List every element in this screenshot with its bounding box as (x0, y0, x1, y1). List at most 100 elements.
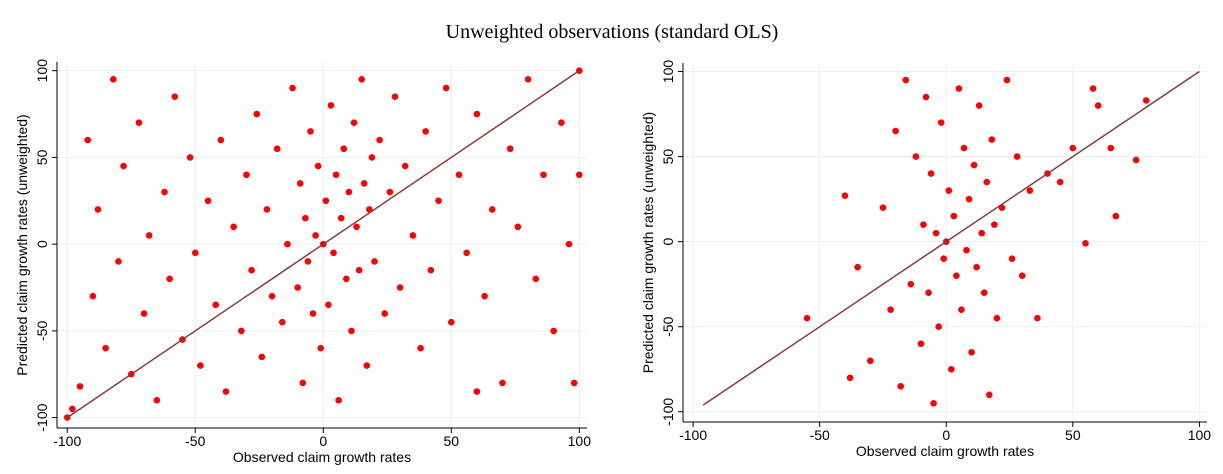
point (368, 154, 376, 161)
point (312, 232, 319, 239)
point (327, 102, 335, 109)
point (1018, 272, 1026, 279)
point (345, 188, 353, 196)
point (932, 229, 940, 237)
point (299, 379, 307, 387)
point (1069, 144, 1077, 152)
point (238, 327, 245, 335)
point (499, 379, 506, 387)
point (102, 344, 109, 352)
point (217, 136, 225, 144)
y-tick-label: -50 (34, 321, 50, 341)
y-tick-label: 50 (660, 149, 676, 165)
point (314, 162, 322, 170)
point (284, 240, 291, 248)
point (524, 76, 532, 83)
point (1008, 255, 1016, 262)
point (841, 192, 849, 200)
y-tick-label: 100 (660, 60, 676, 84)
point (360, 180, 368, 187)
point (917, 340, 925, 348)
point (803, 314, 811, 322)
point (268, 292, 276, 300)
point (330, 249, 337, 257)
point (1112, 212, 1120, 220)
point (340, 145, 348, 153)
point (307, 128, 314, 135)
point (76, 383, 84, 390)
point (902, 76, 910, 84)
point (120, 162, 127, 170)
point (1089, 85, 1097, 92)
point (1034, 314, 1041, 322)
point (289, 84, 296, 92)
point (1107, 144, 1115, 152)
point (1013, 153, 1021, 160)
point (570, 379, 578, 387)
point (1056, 178, 1064, 186)
point (309, 310, 317, 317)
point (973, 263, 980, 271)
x-tick-label: -100 (679, 427, 707, 443)
point (576, 171, 583, 179)
point (135, 119, 143, 127)
y-tick-label: 0 (34, 240, 50, 248)
point (243, 171, 250, 179)
point (447, 318, 455, 326)
point (191, 249, 199, 257)
y-tick-label: -50 (660, 316, 676, 336)
point (84, 136, 92, 144)
point (409, 232, 417, 239)
point (950, 212, 958, 220)
point (153, 396, 161, 404)
point (925, 289, 932, 296)
point (922, 93, 930, 101)
point (435, 197, 442, 205)
point (110, 76, 117, 83)
y-tick-label: 0 (660, 238, 676, 246)
point (166, 275, 173, 283)
point (294, 284, 301, 291)
point (481, 292, 488, 300)
point (978, 229, 986, 237)
point (565, 240, 573, 248)
point (296, 180, 304, 187)
point (887, 306, 894, 314)
x-tick-label: 0 (319, 433, 327, 449)
y-axis-label: Predicted claim growth rates (unweighted… (640, 112, 656, 373)
fit-line (702, 70, 1200, 406)
point (983, 178, 991, 186)
point (302, 214, 309, 222)
point (140, 310, 148, 317)
point (94, 206, 102, 213)
point (417, 344, 424, 352)
point (912, 153, 920, 160)
y-tick-label: -100 (660, 398, 676, 426)
point (317, 344, 325, 352)
x-tick-label: 50 (1065, 427, 1081, 443)
point (335, 396, 342, 404)
point (993, 314, 1001, 322)
point (353, 223, 360, 231)
point (1132, 156, 1140, 164)
point (69, 405, 76, 413)
point (186, 154, 194, 161)
point (540, 171, 547, 179)
point (230, 223, 237, 231)
point (927, 170, 935, 177)
point (363, 362, 371, 369)
x-tick-label: -100 (53, 433, 81, 449)
point (115, 258, 122, 265)
x-tick-label: 100 (1188, 427, 1212, 443)
point (343, 275, 350, 283)
point (1026, 187, 1034, 194)
point (473, 388, 481, 395)
point (463, 249, 470, 257)
point (958, 306, 965, 314)
x-tick-label: 50 (444, 433, 460, 449)
point (253, 110, 261, 118)
figure-title: Unweighted observations (standard OLS) (446, 21, 779, 43)
point (1094, 102, 1102, 109)
point (263, 206, 271, 213)
